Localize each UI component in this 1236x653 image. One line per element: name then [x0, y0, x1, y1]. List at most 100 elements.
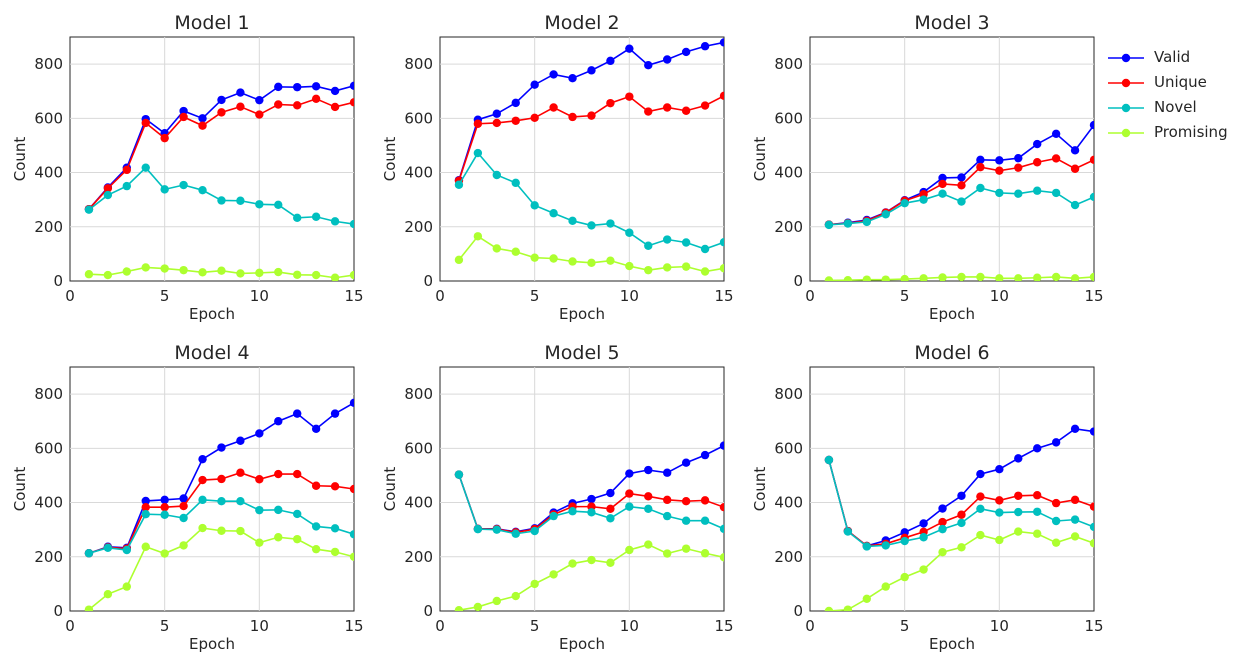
legend-item-novel: Novel: [1106, 96, 1234, 121]
x-tick-label: 0: [65, 287, 75, 305]
point-valid: [681, 458, 691, 467]
point-novel: [900, 536, 909, 546]
point-novel: [179, 513, 188, 523]
point-promising: [900, 274, 909, 281]
point-unique: [957, 181, 966, 190]
y-tick-label: 200: [404, 218, 433, 236]
point-unique: [255, 475, 264, 484]
point-promising: [122, 267, 131, 276]
legend-item-unique: Unique: [1106, 71, 1234, 96]
y-tick-label: 200: [404, 548, 433, 566]
y-tick-label: 600: [34, 439, 63, 457]
point-valid: [179, 106, 188, 116]
point-novel: [681, 516, 691, 525]
x-tick-label: 15: [344, 617, 363, 635]
y-tick-label: 600: [34, 109, 63, 127]
x-tick-label: 5: [160, 617, 170, 635]
point-novel: [625, 228, 634, 237]
point-promising: [274, 533, 283, 542]
y-tick-label: 600: [774, 439, 803, 457]
point-valid: [719, 38, 724, 47]
point-unique: [625, 489, 634, 498]
x-axis-label: Epoch: [559, 305, 605, 323]
point-novel: [1089, 192, 1094, 202]
series-group: [454, 38, 724, 276]
point-novel: [349, 219, 354, 229]
point-novel: [976, 183, 985, 193]
point-novel: [492, 525, 501, 534]
point-promising: [349, 270, 354, 280]
point-promising: [217, 526, 226, 535]
legend-item-promising: Promising: [1106, 121, 1234, 146]
point-unique: [311, 94, 321, 104]
point-valid: [217, 443, 226, 452]
point-valid: [1014, 153, 1023, 163]
point-unique: [1070, 164, 1080, 173]
point-promising: [824, 606, 834, 611]
point-unique: [274, 469, 283, 479]
subplot-title: Model 4: [174, 342, 249, 364]
point-valid: [995, 156, 1004, 165]
point-promising: [236, 526, 245, 536]
point-unique: [179, 112, 188, 122]
point-valid: [198, 454, 207, 464]
y-tick-label: 400: [34, 494, 63, 512]
point-unique: [255, 110, 264, 119]
legend-swatch-promising: [1108, 128, 1144, 138]
point-promising: [492, 596, 501, 606]
y-tick-label: 0: [423, 272, 433, 290]
point-unique: [141, 502, 150, 512]
point-unique: [700, 496, 710, 505]
point-unique: [330, 482, 340, 491]
point-valid: [349, 81, 354, 90]
point-novel: [122, 545, 131, 555]
point-unique: [274, 100, 283, 109]
y-tick-label: 400: [774, 494, 803, 512]
point-promising: [255, 538, 264, 547]
point-promising: [587, 555, 596, 565]
point-novel: [236, 497, 245, 506]
point-novel: [311, 212, 321, 221]
point-novel: [274, 200, 283, 210]
point-novel: [881, 541, 890, 550]
point-novel: [587, 221, 596, 230]
plot-area: [809, 36, 1095, 282]
point-promising: [549, 570, 558, 579]
x-tick-label: 5: [900, 287, 910, 305]
point-novel: [141, 163, 150, 172]
point-promising: [293, 270, 302, 279]
x-tick-label: 0: [435, 617, 445, 635]
point-valid: [274, 82, 283, 92]
point-valid: [349, 398, 354, 407]
point-promising: [473, 602, 483, 611]
point-promising: [881, 582, 890, 591]
point-promising: [587, 258, 596, 268]
point-novel: [311, 522, 321, 531]
point-valid: [1033, 444, 1042, 453]
point-novel: [976, 504, 985, 513]
point-novel: [122, 181, 131, 191]
point-unique: [311, 481, 321, 490]
point-promising: [141, 542, 150, 551]
point-valid: [625, 469, 634, 478]
point-novel: [625, 502, 634, 511]
point-valid: [976, 155, 985, 165]
point-promising: [862, 594, 871, 603]
point-unique: [198, 475, 207, 485]
legend-label-valid: Valid: [1154, 48, 1191, 66]
x-tick-label: 10: [620, 617, 639, 635]
point-valid: [311, 424, 321, 434]
plot-area: [809, 366, 1095, 612]
point-novel: [530, 526, 539, 536]
point-promising: [568, 257, 577, 266]
point-novel: [957, 197, 966, 206]
point-promising: [103, 589, 113, 599]
point-novel: [511, 529, 520, 538]
point-promising: [625, 545, 634, 555]
point-valid: [700, 42, 710, 51]
point-promising: [549, 254, 558, 263]
point-unique: [719, 502, 724, 512]
subplot-model-1: 0 5 10 15 0 200 400 600 800 Model 1 Epoch Count: [11, 12, 364, 323]
point-promising: [1014, 274, 1023, 281]
point-unique: [160, 133, 169, 143]
